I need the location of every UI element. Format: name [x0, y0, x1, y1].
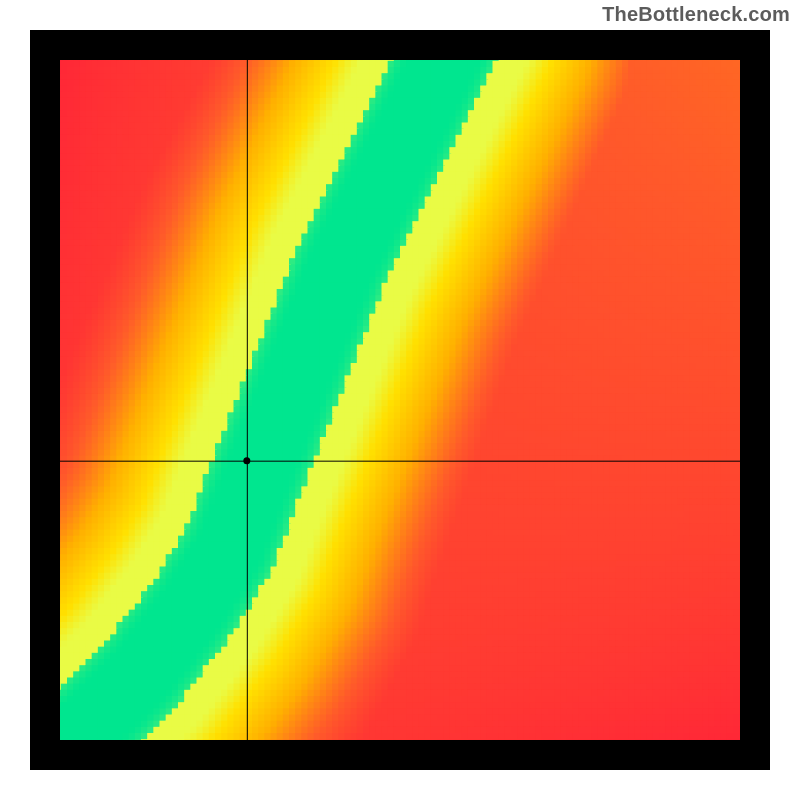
watermark-text: TheBottleneck.com — [602, 4, 790, 27]
figure-container: TheBottleneck.com — [0, 0, 800, 800]
bottleneck-heatmap — [30, 30, 770, 770]
